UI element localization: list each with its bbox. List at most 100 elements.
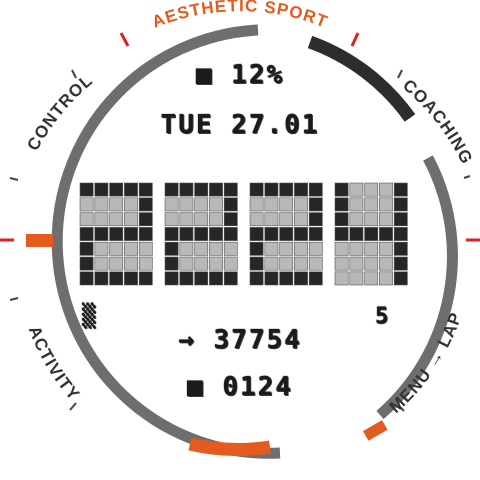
pixel-on xyxy=(308,182,323,197)
pixel-off xyxy=(264,241,279,256)
pixel-off xyxy=(294,197,308,212)
pixel-off xyxy=(379,271,393,286)
time-digit xyxy=(334,182,408,286)
pixel-on xyxy=(334,212,349,227)
pixel-on xyxy=(223,227,238,241)
pixel-off xyxy=(79,197,94,212)
pixel-on xyxy=(179,182,194,197)
pixel-off xyxy=(334,241,349,256)
right-indicator: 5 xyxy=(375,304,391,329)
pixel-on xyxy=(393,271,408,286)
pixel-on xyxy=(138,212,153,227)
pixel-off xyxy=(279,241,294,256)
pixel-on xyxy=(194,182,209,197)
battery-readout: ■ 12% xyxy=(195,60,285,90)
pixel-off xyxy=(164,212,179,227)
pixel-off xyxy=(379,197,393,212)
pixel-off xyxy=(209,241,223,256)
bezel-accent-left xyxy=(26,234,53,247)
pixel-on xyxy=(124,182,138,197)
pixel-on xyxy=(223,271,238,286)
pixel-on xyxy=(138,227,153,241)
pixel-off xyxy=(349,197,364,212)
pixel-on xyxy=(94,271,109,286)
pixel-off xyxy=(124,241,138,256)
pixel-on xyxy=(209,227,223,241)
pixel-off xyxy=(364,256,379,271)
pixel-on xyxy=(264,227,279,241)
pixel-on xyxy=(249,182,264,197)
pixel-on xyxy=(164,241,179,256)
pixel-on xyxy=(334,182,349,197)
pixel-on xyxy=(124,227,138,241)
pixel-off xyxy=(209,256,223,271)
pixel-off xyxy=(364,182,379,197)
pixel-on xyxy=(364,227,379,241)
calories-readout: ■ 0124 xyxy=(187,372,293,402)
pixel-on xyxy=(94,182,109,197)
bezel-accent-lower-right xyxy=(362,420,388,441)
pixel-off xyxy=(379,182,393,197)
time-display xyxy=(79,182,408,286)
pixel-off xyxy=(94,197,109,212)
pixel-off xyxy=(379,241,393,256)
pixel-off xyxy=(334,271,349,286)
pixel-off xyxy=(364,212,379,227)
pixel-off xyxy=(124,256,138,271)
pixel-on xyxy=(164,256,179,271)
pixel-on xyxy=(279,271,294,286)
pixel-off xyxy=(349,212,364,227)
bezel-ring-right xyxy=(376,155,458,420)
pixel-off xyxy=(294,256,308,271)
pixel-on xyxy=(249,256,264,271)
pixel-on xyxy=(109,227,124,241)
pixel-off xyxy=(308,256,323,271)
pixel-on xyxy=(79,182,94,197)
tick-red-top-right xyxy=(350,32,360,47)
pixel-on xyxy=(164,182,179,197)
pixel-on xyxy=(393,212,408,227)
pixel-off xyxy=(138,241,153,256)
pixel-on xyxy=(334,197,349,212)
pixel-on xyxy=(308,212,323,227)
pixel-on xyxy=(294,182,308,197)
pixel-off xyxy=(249,212,264,227)
pixel-off xyxy=(223,256,238,271)
pixel-off xyxy=(209,212,223,227)
pixel-on xyxy=(308,271,323,286)
pixel-on xyxy=(264,271,279,286)
bezel-ring-dark-segment xyxy=(307,35,416,122)
pixel-off xyxy=(109,241,124,256)
pixel-off xyxy=(194,256,209,271)
pixel-on xyxy=(209,271,223,286)
pixel-off xyxy=(349,182,364,197)
bezel-ring-left xyxy=(51,24,281,459)
pixel-on xyxy=(79,271,94,286)
pixel-off xyxy=(349,271,364,286)
pixel-on xyxy=(264,182,279,197)
pixel-on xyxy=(124,271,138,286)
pixel-on xyxy=(249,227,264,241)
pixel-on xyxy=(349,227,364,241)
time-digit xyxy=(249,182,323,286)
pixel-on xyxy=(308,197,323,212)
pixel-off xyxy=(179,212,194,227)
pixel-off xyxy=(364,241,379,256)
tick-red-top-left xyxy=(119,32,130,47)
pixel-off xyxy=(194,197,209,212)
time-digit xyxy=(164,182,238,286)
date-readout: TUE 27.01 xyxy=(160,110,320,140)
pixel-off xyxy=(364,271,379,286)
pixel-on xyxy=(249,241,264,256)
pixel-off xyxy=(308,241,323,256)
pixel-off xyxy=(179,241,194,256)
time-digit xyxy=(79,182,153,286)
pixel-on xyxy=(194,271,209,286)
pixel-off xyxy=(294,241,308,256)
pixel-on xyxy=(138,197,153,212)
bezel-accent-bottom xyxy=(188,437,271,456)
pixel-off xyxy=(94,256,109,271)
pixel-off xyxy=(209,197,223,212)
pixel-off xyxy=(179,256,194,271)
